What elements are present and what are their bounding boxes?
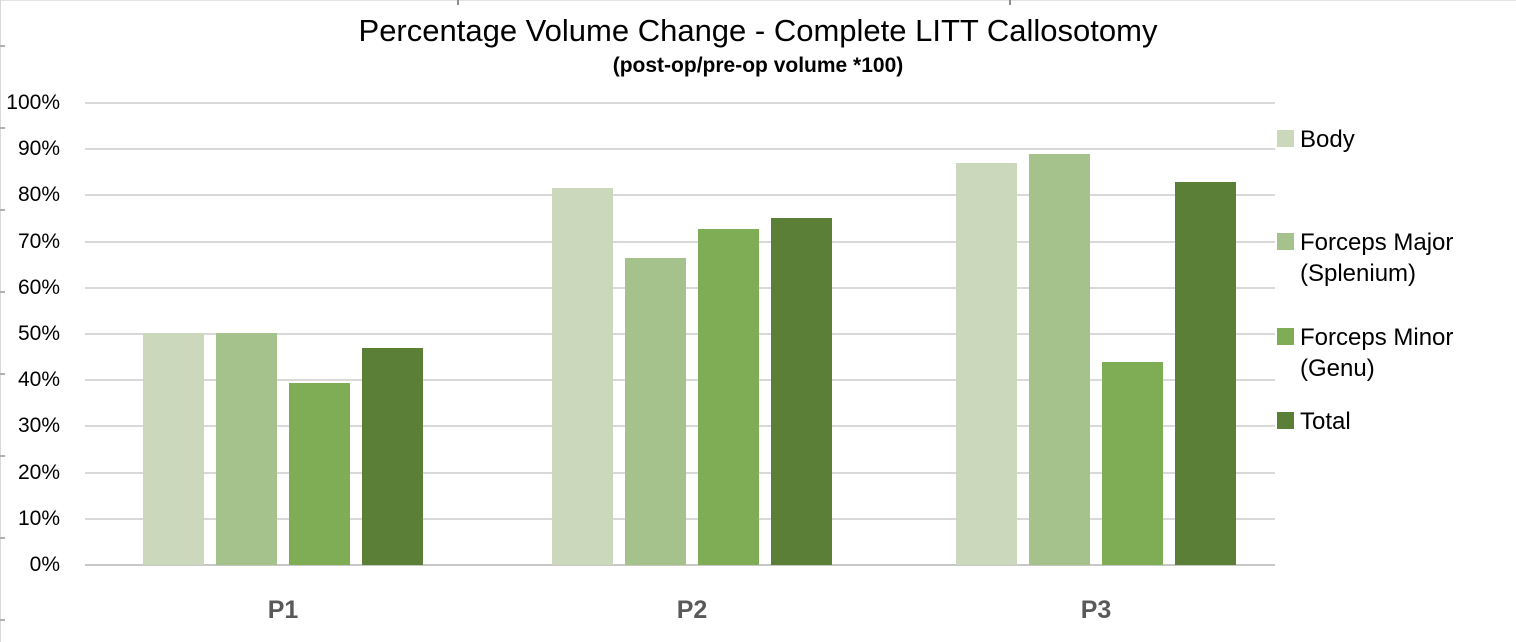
legend-item-total: Total	[1277, 406, 1505, 437]
bar-p1-forceps-minor-genu	[289, 383, 350, 565]
legend-swatch	[1277, 412, 1294, 429]
left-edge-tick	[0, 291, 5, 293]
bar-p2-forceps-major-splenium	[625, 258, 686, 565]
legend-swatch	[1277, 233, 1294, 250]
x-axis-baseline	[85, 564, 1275, 566]
bar-p2-forceps-minor-genu	[698, 229, 759, 565]
bar-p1-total	[362, 348, 423, 565]
bar-p3-forceps-major-splenium	[1029, 154, 1090, 565]
left-edge-tick	[0, 209, 5, 211]
left-edge-tick	[0, 619, 5, 621]
x-axis-label-p3: P3	[1080, 596, 1112, 624]
bar-group-p2	[552, 188, 832, 565]
chart-left-border	[0, 0, 1, 642]
y-axis-tick-label: 40%	[17, 368, 60, 392]
legend-label: Body	[1300, 126, 1355, 153]
left-edge-tick	[0, 45, 5, 47]
x-axis-label-p2: P2	[676, 596, 708, 624]
y-axis-tick-label: 0%	[29, 553, 60, 576]
legend-item-forceps-major-splenium: Forceps Major (Splenium)	[1277, 227, 1505, 289]
y-axis-tick-label: 50%	[17, 322, 60, 345]
bar-p3-forceps-minor-genu	[1102, 362, 1163, 565]
y-axis-tick-label: 30%	[17, 414, 60, 438]
y-axis-tick-label: 10%	[17, 506, 60, 530]
legend-label: Total	[1300, 408, 1351, 435]
y-axis-tick-label: 100%	[6, 91, 60, 114]
gridline	[85, 102, 1275, 104]
y-axis-tick-label: 90%	[17, 137, 60, 161]
top-edge-tick	[457, 0, 459, 5]
legend-item-forceps-minor-genu: Forceps Minor (Genu)	[1277, 322, 1505, 384]
y-axis-tick-label: 20%	[17, 460, 60, 484]
y-axis-tick-label: 80%	[17, 183, 60, 207]
bar-p2-total	[771, 218, 832, 565]
gridline	[85, 194, 1275, 197]
x-axis-label-p1: P1	[267, 596, 299, 624]
left-edge-tick	[0, 127, 5, 129]
y-axis-tick-label: 70%	[17, 229, 60, 253]
legend-label: Forceps Minor (Genu)	[1300, 324, 1454, 382]
top-edge-tick	[1009, 0, 1011, 5]
chart-title: Percentage Volume Change - Complete LITT…	[358, 13, 1158, 48]
chart-top-border	[0, 0, 1516, 1]
legend-label: Forceps Major (Splenium)	[1300, 229, 1454, 287]
bar-group-p1	[143, 333, 423, 565]
bar-p1-body	[143, 333, 204, 565]
left-edge-tick	[0, 455, 5, 457]
bar-group-p3	[956, 154, 1236, 565]
legend-item-body: Body	[1277, 124, 1505, 155]
bar-p3-total	[1175, 182, 1236, 565]
legend-swatch	[1277, 130, 1294, 147]
chart-subtitle: (post-op/pre-op volume *100)	[612, 54, 904, 77]
left-edge-tick	[0, 373, 5, 375]
gridline	[85, 240, 1275, 243]
y-axis-tick-label: 60%	[17, 275, 60, 299]
legend-swatch	[1277, 328, 1294, 345]
bar-p3-body	[956, 163, 1017, 565]
bar-p1-forceps-major-splenium	[216, 333, 277, 565]
bar-p2-body	[552, 188, 613, 565]
title-block: Percentage Volume Change - Complete LITT…	[0, 13, 1516, 78]
left-edge-tick	[0, 537, 5, 539]
gridline	[85, 148, 1275, 151]
